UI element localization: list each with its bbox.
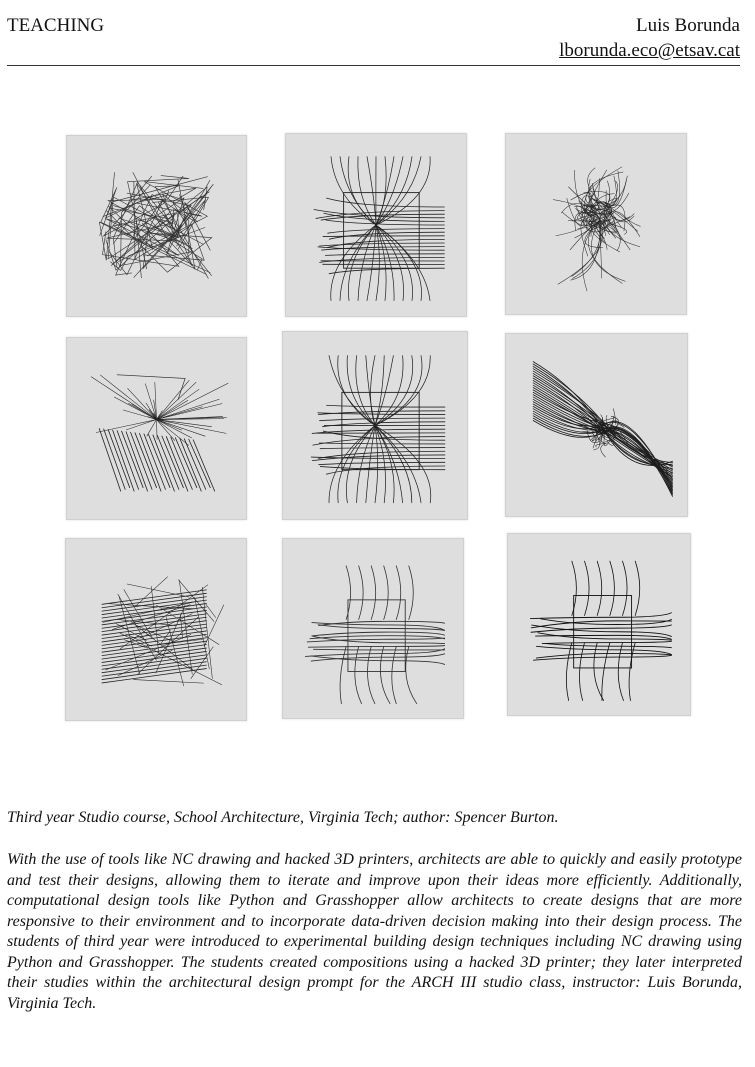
body-paragraph: With the use of tools like NC drawing an… [7, 850, 742, 1014]
drawing-plate-9 [507, 533, 691, 716]
drawing-5-image [283, 332, 467, 519]
drawing-plate-1 [66, 135, 247, 317]
drawing-8-image [283, 539, 463, 718]
header-divider [7, 65, 740, 66]
section-title: TEACHING [7, 15, 104, 37]
drawing-plate-2 [285, 133, 467, 317]
drawing-plate-7 [65, 538, 247, 721]
drawing-3-image [506, 134, 686, 314]
drawing-1-image [67, 136, 246, 316]
drawing-2-image [286, 134, 466, 316]
drawing-4-image [67, 338, 246, 519]
figure-caption: Third year Studio course, School Archite… [7, 808, 742, 828]
drawing-6-image [506, 334, 687, 516]
drawing-plate-5 [282, 331, 468, 520]
author-name: Luis Borunda [636, 15, 740, 37]
author-email-link[interactable]: lborunda.eco@etsav.cat [559, 40, 740, 62]
drawing-plate-3 [505, 133, 687, 315]
page-header: TEACHING Luis Borunda lborunda.eco@etsav… [0, 0, 755, 66]
drawing-plate-6 [505, 333, 688, 517]
drawing-9-image [508, 534, 690, 715]
drawing-plate-8 [282, 538, 464, 719]
drawing-plate-4 [66, 337, 247, 520]
drawing-7-image [66, 539, 246, 720]
